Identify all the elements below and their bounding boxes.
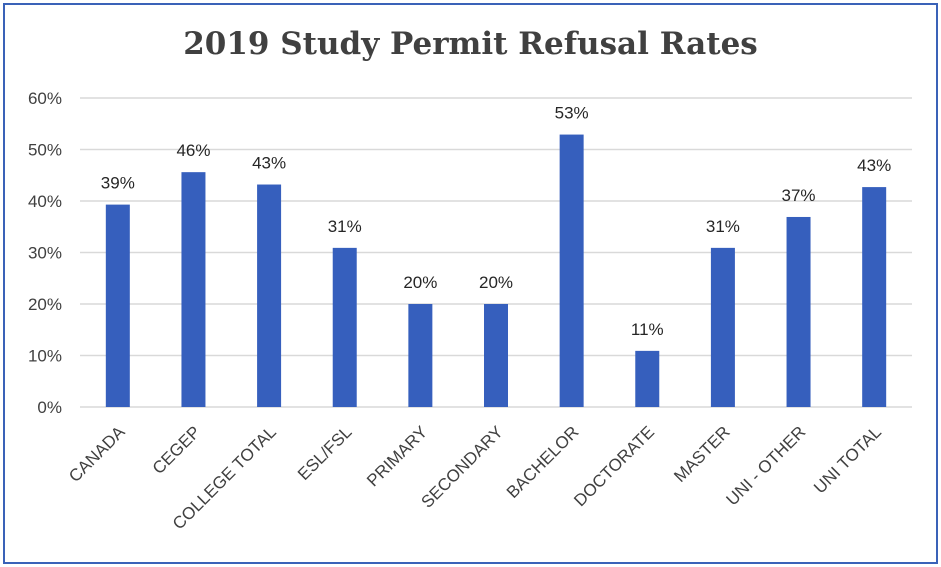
data-label: 39% [101, 174, 135, 193]
bar-college-total [257, 184, 282, 407]
bar-bachelor [559, 134, 584, 407]
bar-uni-total [862, 187, 887, 407]
data-label: 43% [857, 156, 891, 175]
bar-secondary [484, 304, 508, 407]
y-axis-tick-labels: 0% 10% 20% 30% 40% 50% 60% [28, 89, 62, 417]
y-tick-label: 30% [28, 244, 62, 263]
data-label: 53% [555, 104, 589, 123]
x-tick-label: MASTER [670, 422, 734, 486]
bar-doctorate [635, 350, 660, 407]
x-tick-label: PRIMARY [363, 422, 431, 490]
y-tick-label: 20% [28, 295, 62, 314]
data-labels: 39% 46% 43% 31% 20% 20% 53% 11% 31% 37% 43% [101, 104, 891, 339]
bar-uni-other [786, 216, 811, 407]
x-tick-label: ESL/FSL [294, 422, 356, 484]
x-tick-label: CANADA [65, 422, 129, 486]
bar-canada [105, 204, 130, 407]
chart-title: 2019 Study Permit Refusal Rates [183, 26, 758, 62]
y-tick-label: 50% [28, 141, 62, 160]
bar-esl-fsl [332, 247, 357, 407]
x-tick-label: CEGEP [149, 422, 205, 478]
x-tick-label: UNI - OTHER [722, 422, 809, 509]
y-tick-label: 10% [28, 347, 62, 366]
data-label: 31% [328, 217, 362, 236]
bars [105, 134, 887, 407]
data-label: 20% [479, 273, 513, 292]
x-tick-label: BACHELOR [503, 422, 583, 502]
bar-master [710, 247, 735, 407]
y-tick-label: 0% [37, 398, 62, 417]
data-label: 37% [782, 186, 816, 205]
data-label: 20% [403, 273, 437, 292]
chart-frame [3, 3, 938, 564]
data-label: 46% [176, 141, 210, 160]
y-tick-label: 60% [28, 89, 62, 108]
y-tick-label: 40% [28, 192, 62, 211]
data-label: 11% [631, 320, 664, 339]
x-tick-label: UNI TOTAL [810, 422, 885, 497]
data-label: 31% [706, 217, 740, 236]
bar-primary [408, 304, 433, 407]
data-label: 43% [252, 154, 286, 173]
bar-cegep [181, 172, 206, 407]
x-tick-label: DOCTORATE [570, 422, 658, 510]
